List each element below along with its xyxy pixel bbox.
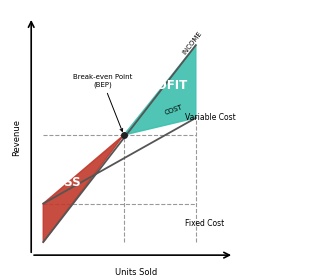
Text: Fixed Cost: Fixed Cost [185, 219, 224, 228]
Text: LOSS: LOSS [48, 176, 81, 189]
Text: INCOME: INCOME [181, 30, 203, 56]
Text: Variable Cost: Variable Cost [185, 113, 235, 122]
Text: COST: COST [163, 104, 183, 116]
Text: PROFIT: PROFIT [140, 79, 188, 92]
Text: Break-even Point
(BEP): Break-even Point (BEP) [73, 74, 132, 132]
Polygon shape [43, 135, 124, 242]
Polygon shape [124, 45, 196, 135]
Text: Revenue: Revenue [12, 119, 21, 156]
Text: Units Sold: Units Sold [115, 268, 158, 277]
